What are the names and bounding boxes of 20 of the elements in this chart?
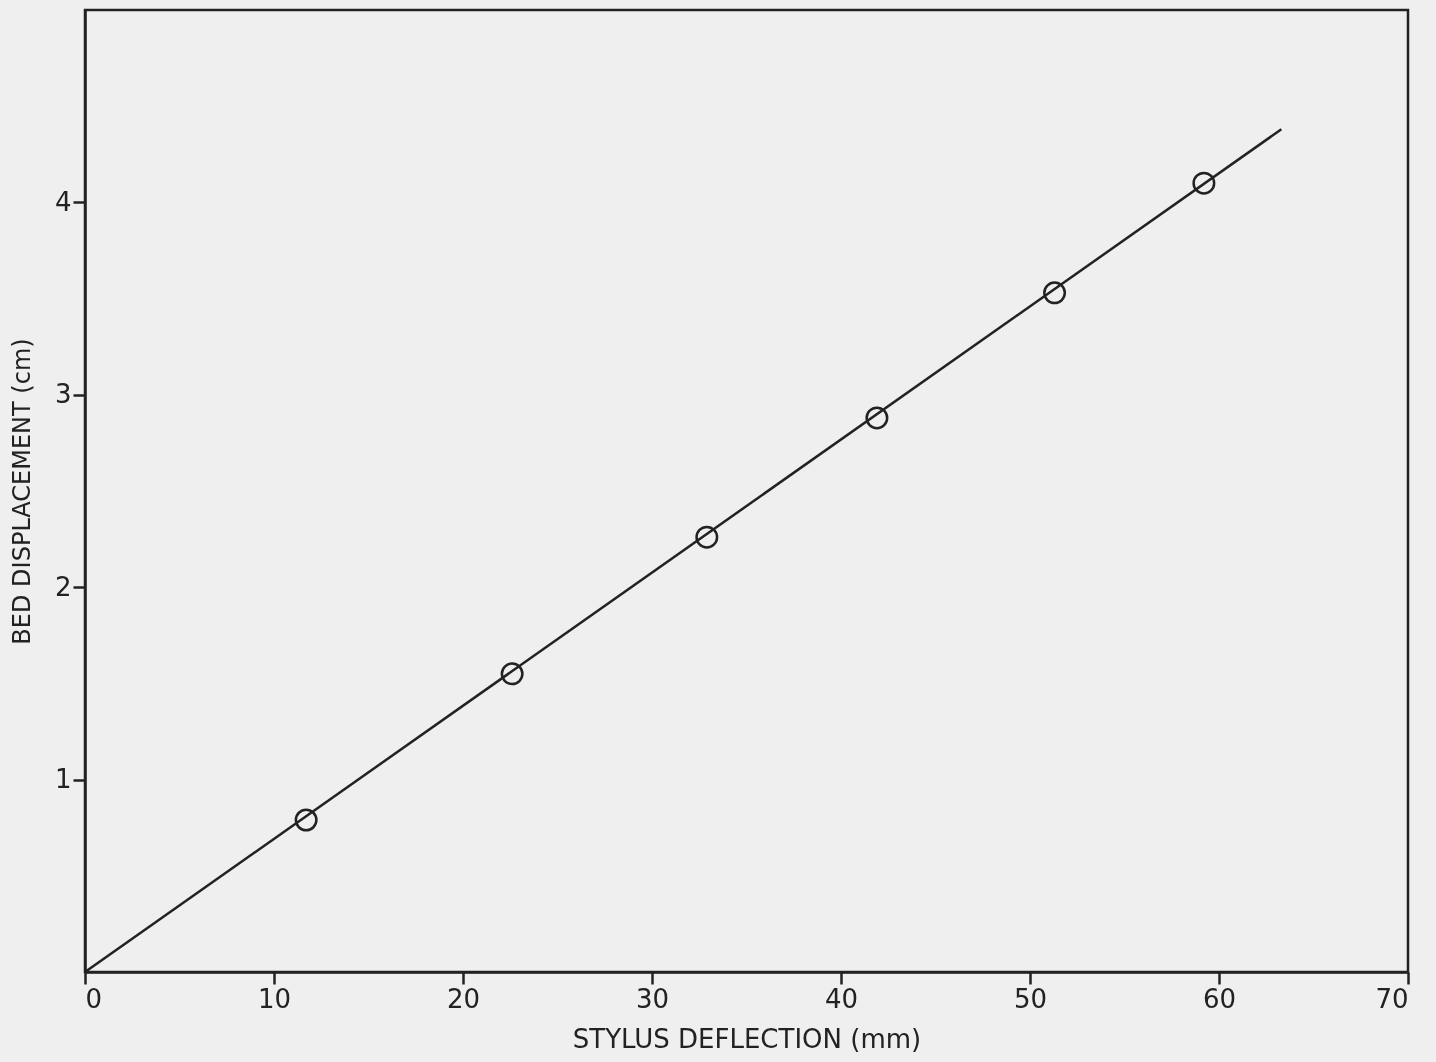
x-tick-label: 10 (257, 983, 292, 1014)
x-tick-label: 0 (85, 983, 103, 1014)
y-axis-title: BED DISPLACEMENT (cm) (7, 338, 36, 645)
x-tick-label: 30 (635, 983, 670, 1014)
x-axis-title: STYLUS DEFLECTION (mm) (572, 1023, 922, 1054)
y-tick-label: 4 (54, 186, 72, 217)
x-tick-label: 50 (1013, 983, 1048, 1014)
point (294, 808, 318, 832)
x-tick-label: 60 (1202, 983, 1237, 1014)
x-tick-label: 20 (446, 983, 481, 1014)
x-tick-label: 70 (1375, 983, 1409, 1014)
point (1192, 171, 1216, 195)
y-tick-label: 1 (54, 764, 72, 795)
y-tick-label: 3 (54, 379, 72, 410)
point (1043, 281, 1067, 305)
point (695, 525, 719, 549)
x-tick-label: 40 (824, 983, 859, 1014)
point (865, 406, 889, 430)
point (500, 662, 524, 686)
y-tick-label: 2 (54, 571, 72, 602)
